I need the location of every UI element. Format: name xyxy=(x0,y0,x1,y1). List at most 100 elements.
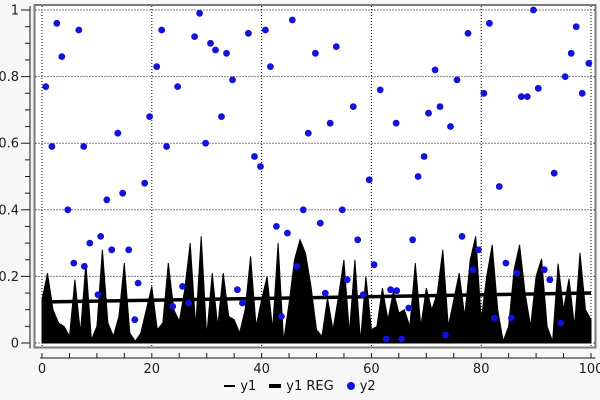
y2-scatter-point xyxy=(557,319,565,327)
y2-scatter-point xyxy=(387,286,394,294)
y2-scatter-point xyxy=(480,89,488,97)
y-tick-label: 1 xyxy=(11,4,19,19)
y-tick-label: 0.6 xyxy=(0,137,19,152)
y2-scatter-point xyxy=(114,129,122,137)
y2-scatter-point xyxy=(169,303,177,310)
y2-scatter-point xyxy=(326,119,334,127)
y2-scatter-point xyxy=(53,19,61,27)
y2-scatter-point xyxy=(370,261,378,269)
y2-scatter-point xyxy=(491,314,498,322)
y2-scatter-point xyxy=(349,103,357,110)
y2-scatter-point xyxy=(229,76,236,84)
y2-scatter-point xyxy=(75,26,83,34)
y2-scatter-point xyxy=(267,63,274,70)
y2-scatter-point xyxy=(284,229,291,237)
y2-scatter-point xyxy=(382,335,390,343)
y2-scatter-point xyxy=(316,219,324,227)
y2-scatter-point xyxy=(299,206,307,214)
y2-scatter-point xyxy=(414,173,422,180)
y2-scatter-point xyxy=(257,163,264,170)
y1-regression-line xyxy=(41,291,592,304)
y2-scatter-point xyxy=(578,89,586,97)
y2-scatter-point xyxy=(447,123,454,130)
y2-scatter-point xyxy=(218,113,225,120)
y2-scatter-point xyxy=(108,246,116,254)
y2-scatter-point xyxy=(392,119,400,127)
y2-scatter-point xyxy=(546,276,554,284)
y2-scatter-point xyxy=(80,263,88,270)
y2-scatter-point xyxy=(196,9,204,17)
line-swatch-icon xyxy=(224,385,236,387)
y2-scatter-point xyxy=(262,26,269,34)
y2-scatter-point xyxy=(273,223,280,230)
legend-item-y2: y2 xyxy=(346,378,376,394)
y2-scatter-point xyxy=(550,169,558,177)
legend-item-y1: y1 xyxy=(224,379,256,394)
legend-label-y1: y1 xyxy=(240,378,257,394)
x-tick-label: 60 xyxy=(363,362,380,377)
plot-frame xyxy=(33,4,597,349)
y2-scatter-point xyxy=(475,246,482,254)
legend-label-y2: y2 xyxy=(359,378,376,394)
y2-scatter-point xyxy=(293,263,301,270)
y2-scatter-point xyxy=(393,287,401,295)
legend-item-y1-reg: y1 REG xyxy=(269,379,334,394)
x-tick-label: 20 xyxy=(144,362,161,377)
y-tick-label: 0.8 xyxy=(0,70,19,85)
y2-scatter-point xyxy=(431,66,439,74)
y2-scatter-point xyxy=(420,153,428,160)
x-tick-label: 80 xyxy=(473,362,490,377)
y2-scatter-point xyxy=(354,236,362,244)
y2-scatter-point xyxy=(376,86,384,94)
y2-scatter-point xyxy=(119,189,127,197)
y2-scatter-point xyxy=(585,59,593,67)
y2-scatter-point xyxy=(436,103,444,110)
y2-scatter-point xyxy=(207,39,214,47)
y2-scatter-point xyxy=(338,206,346,214)
y2-scatter-point xyxy=(179,283,186,290)
y2-scatter-point xyxy=(185,299,193,307)
y2-scatter-point xyxy=(321,289,329,297)
y2-scatter-point xyxy=(94,291,102,299)
y2-scatter-point xyxy=(153,63,161,70)
y2-scatter-point xyxy=(174,83,182,90)
y2-scatter-point xyxy=(530,6,537,14)
y-tick-label: 0.4 xyxy=(0,203,19,218)
y2-scatter-point xyxy=(146,113,154,120)
y-tick-label: 0.2 xyxy=(0,270,19,285)
y2-scatter-point xyxy=(97,233,105,240)
y2-scatter-point xyxy=(64,206,72,214)
y2-scatter-point xyxy=(540,266,548,274)
y2-scatter-point xyxy=(458,233,466,240)
y2-scatter-point xyxy=(212,46,219,54)
y2-scatter-point xyxy=(103,196,111,204)
y2-scatter-point xyxy=(398,335,405,343)
y2-scatter-point xyxy=(202,139,210,147)
y2-scatter-point xyxy=(567,49,575,57)
y2-scatter-point xyxy=(70,259,78,267)
x-tick-label: 40 xyxy=(253,362,270,377)
y2-scatter-point xyxy=(513,269,521,277)
y2-scatter-point xyxy=(365,176,373,184)
x-tick-label: 0 xyxy=(38,362,46,377)
plot-background xyxy=(34,5,596,348)
y2-scatter-point xyxy=(442,331,449,339)
y2-scatter-point xyxy=(42,83,50,90)
y2-scatter-point xyxy=(223,49,230,57)
y2-scatter-point xyxy=(80,143,88,150)
y2-scatter-point xyxy=(288,16,296,24)
y2-scatter-point xyxy=(453,76,461,84)
dot-swatch-icon xyxy=(346,382,355,390)
y2-scatter-point xyxy=(58,53,66,60)
y-tick-label: 0 xyxy=(11,337,19,352)
y2-scatter-point xyxy=(239,299,246,307)
y2-scatter-point xyxy=(48,143,56,150)
y2-scatter-point xyxy=(278,313,285,320)
y2-scatter-point xyxy=(508,314,515,322)
chart-legend: y1 y1 REG y2 xyxy=(0,377,600,395)
y2-scatter-point xyxy=(425,109,432,117)
y2-scatter-point xyxy=(534,84,542,92)
y2-scatter-point xyxy=(502,259,510,267)
y2-scatter-point xyxy=(234,286,241,294)
